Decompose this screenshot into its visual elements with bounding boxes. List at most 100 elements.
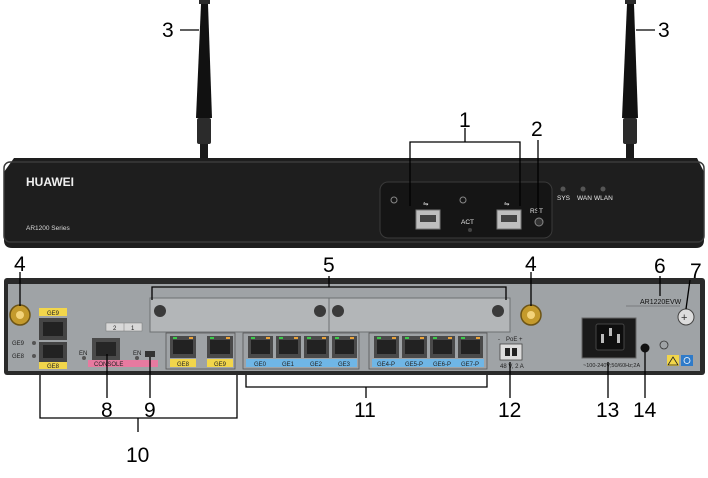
expansion-slot-panel: [149, 297, 511, 333]
callout-6: 6: [654, 255, 666, 278]
port-ge4-p[interactable]: [374, 336, 399, 358]
port-label-ge6-p: GE6-P: [433, 362, 451, 368]
callout-4-right: 4: [525, 253, 537, 276]
port-ge6-p[interactable]: [430, 336, 455, 358]
leader-lines: [19, 29, 691, 432]
brand-logo: HUAWEI: [26, 175, 74, 189]
front-chassis: [3, 158, 705, 248]
port-ge0[interactable]: [248, 336, 273, 358]
callout-9: 9: [144, 399, 156, 422]
ge-left-group-frame: [165, 332, 236, 370]
callout-5: 5: [323, 254, 335, 277]
usb-port-right[interactable]: [496, 209, 522, 230]
combo-label-ge8: [39, 362, 67, 369]
callout-11: 11: [354, 399, 376, 422]
port-label-bar-ge9: [207, 359, 233, 367]
combo-port-ge9[interactable]: [39, 318, 67, 340]
callout-3-right: 3: [658, 19, 670, 42]
antenna-left: [196, 0, 212, 162]
port-ge5-p[interactable]: [402, 336, 427, 358]
callout-7: 7: [690, 260, 702, 283]
combo-led-ge8: [32, 354, 36, 358]
usb-led: [135, 356, 139, 360]
combo-port-ge8[interactable]: [39, 342, 67, 362]
port-ge3[interactable]: [332, 336, 357, 358]
led-wan: [580, 186, 586, 192]
port-label-bar-ge8: [170, 359, 196, 367]
usb-port-left[interactable]: [415, 209, 441, 230]
port-label-ge7-p: GE7-P: [461, 362, 479, 368]
usb-en-label: EN: [133, 351, 141, 357]
usb-icon-left: ⇋: [423, 201, 429, 208]
model-name-label: AR1220EVW: [640, 299, 682, 306]
callout-1: 1: [459, 109, 471, 132]
port-ge9[interactable]: [207, 336, 233, 358]
ac-power-socket[interactable]: [581, 317, 637, 359]
callout-2: 2: [531, 118, 543, 141]
port-label-ge3: GE3: [338, 362, 351, 368]
ge-center-ports: [242, 332, 488, 370]
ground-screw: +: [677, 308, 695, 326]
slot-screws: [154, 305, 504, 317]
ac-spec-label: ~100-240V;50/60Hz;2A: [583, 363, 640, 369]
console-led: [82, 356, 86, 360]
callout-8: 8: [101, 399, 113, 422]
port-label-ge4-p: GE4-P: [377, 362, 395, 368]
ground-symbol-icon: [659, 340, 669, 350]
console-label: CONSOLE: [94, 362, 123, 368]
port-ge1[interactable]: [276, 336, 301, 358]
antenna-connector-left: [9, 304, 31, 326]
front-usb-panel: [379, 181, 553, 239]
console-label-bar: [88, 360, 158, 367]
usb-icon-right: ⇋: [504, 201, 510, 208]
svg-text:+: +: [681, 312, 687, 324]
dc-power-connector[interactable]: [499, 343, 523, 361]
warning-icon: [667, 355, 679, 366]
model-series-label: AR1200 Series: [26, 225, 70, 232]
port-label-ge8: GE8: [177, 362, 190, 368]
callout-12: 12: [498, 399, 521, 422]
poe-label: PoE: [506, 337, 517, 343]
led-label-wan: WAN: [577, 195, 592, 202]
combo-led-ge9: [32, 341, 36, 345]
slot-number-1: 1: [131, 326, 135, 332]
poe-minus-sign: -: [498, 337, 500, 343]
port-ge7-p[interactable]: [458, 336, 483, 358]
slot-number-2: 2: [113, 326, 117, 332]
led-wlan: [600, 186, 606, 192]
combo-label-ge9-text: GE9: [47, 311, 60, 317]
poe-plus-sign: +: [519, 337, 523, 343]
console-port[interactable]: [92, 338, 120, 360]
front-screw-center: [459, 196, 467, 204]
front-screw-left: [390, 196, 398, 204]
antenna-connector-right: [520, 304, 542, 326]
reset-button[interactable]: [534, 217, 544, 227]
act-led: [468, 228, 472, 232]
mini-usb-port[interactable]: [145, 351, 155, 357]
callout-13: 13: [596, 399, 619, 422]
combo-label-ge9: [39, 308, 67, 316]
callout-10: 10: [126, 444, 149, 467]
led-sys: [560, 186, 566, 192]
callout-14: 14: [633, 399, 657, 422]
led-label-sys: SYS: [557, 195, 571, 202]
antenna-right: [622, 0, 638, 162]
port-ge8[interactable]: [170, 336, 196, 358]
port-ge2[interactable]: [304, 336, 329, 358]
rst-label: RST: [530, 208, 543, 215]
port-label-ge0: GE0: [254, 362, 267, 368]
callout-3-left: 3: [162, 19, 174, 42]
ac-latch-hole: [640, 343, 650, 353]
console-en-label: EN: [79, 351, 87, 357]
combo-side-label-ge8: GE8: [12, 354, 25, 360]
port-label-ge2: GE2: [310, 362, 323, 368]
port-label-ge5-p: GE5-P: [405, 362, 423, 368]
combo-label-ge8-text: GE8: [47, 364, 60, 370]
recycle-icon: [681, 355, 693, 366]
act-label: ACT: [461, 219, 474, 226]
port-label-ge1: GE1: [282, 362, 295, 368]
power-spec-label: 48 V, 2 A: [500, 364, 524, 370]
port-label-ge9: GE9: [214, 362, 227, 368]
